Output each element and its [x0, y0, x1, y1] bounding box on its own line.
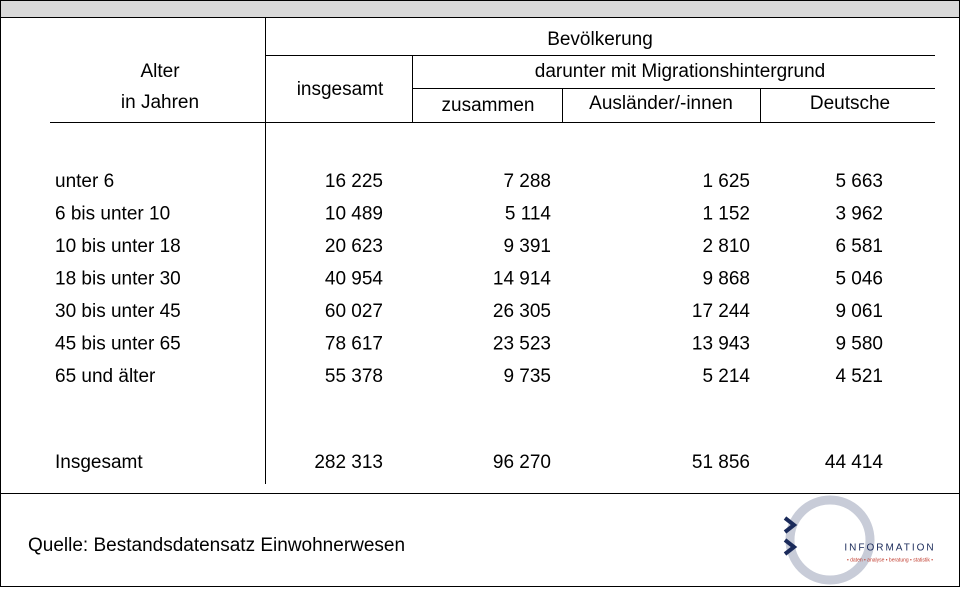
row-label: 18 bis unter 30 — [55, 269, 181, 290]
cell: 13 943 — [692, 334, 750, 355]
sub-header: Ausländer/-innen — [589, 93, 733, 114]
row-label: Insgesamt — [55, 452, 143, 473]
cell: 78 617 — [325, 334, 383, 355]
row-label: 30 bis unter 45 — [55, 301, 181, 322]
logo-name: INFORMATION — [844, 543, 935, 554]
cell: 40 954 — [325, 269, 384, 290]
age-header: Alter — [140, 61, 180, 82]
top-bar — [0, 0, 960, 18]
cell: 9 735 — [503, 366, 551, 387]
row-label: 10 bis unter 18 — [55, 236, 181, 257]
source: Quelle: Bestandsdatensatz Einwohnerwesen — [28, 535, 405, 556]
cell: 3 962 — [835, 204, 883, 225]
cell: 44 414 — [825, 452, 884, 473]
cell: 60 027 — [325, 301, 383, 322]
cell: 282 313 — [314, 452, 383, 473]
cell: 1 152 — [702, 204, 750, 225]
cell: 10 489 — [325, 204, 383, 225]
cell: 5 046 — [835, 269, 883, 290]
total-header: insgesamt — [297, 79, 384, 100]
cell: 6 581 — [835, 236, 883, 257]
cell: 2 810 — [702, 236, 750, 257]
cell: 17 244 — [692, 301, 751, 322]
cell: 96 270 — [493, 452, 551, 473]
cell: 26 305 — [493, 301, 551, 322]
cell: 14 914 — [493, 269, 552, 290]
row-label: 45 bis unter 65 — [55, 334, 181, 355]
sub-header: Deutsche — [810, 93, 890, 114]
logo-tagline: • daten • analyse • beratung • statistik… — [847, 557, 933, 563]
cell: 23 523 — [493, 334, 551, 355]
cell: 55 378 — [325, 366, 383, 387]
subgroup-header: darunter mit Migrationshintergrund — [535, 61, 825, 82]
logo-chevron — [783, 538, 798, 556]
cell: 51 856 — [692, 452, 750, 473]
logo-chevron — [783, 516, 798, 534]
logo-ring — [785, 495, 875, 585]
row-label: unter 6 — [55, 171, 114, 192]
row-label: 65 und älter — [55, 366, 156, 387]
cell: 9 580 — [835, 334, 883, 355]
cell: 20 623 — [325, 236, 383, 257]
cell: 5 663 — [835, 171, 883, 192]
row-label: 6 bis unter 10 — [55, 204, 170, 225]
cell: 5 214 — [702, 366, 750, 387]
cell: 4 521 — [835, 366, 883, 387]
group-header: Bevölkerung — [547, 29, 653, 50]
cell: 16 225 — [325, 171, 383, 192]
cell: 1 625 — [702, 171, 750, 192]
cell: 9 391 — [503, 236, 551, 257]
logo: INFORMATION • daten • analyse • beratung… — [783, 495, 935, 585]
cell: 9 868 — [702, 269, 750, 290]
cell: 9 061 — [835, 301, 883, 322]
age-header: in Jahren — [121, 92, 199, 113]
cell: 5 114 — [505, 204, 552, 225]
cell: 7 288 — [503, 171, 551, 192]
sub-header: zusammen — [442, 95, 535, 116]
